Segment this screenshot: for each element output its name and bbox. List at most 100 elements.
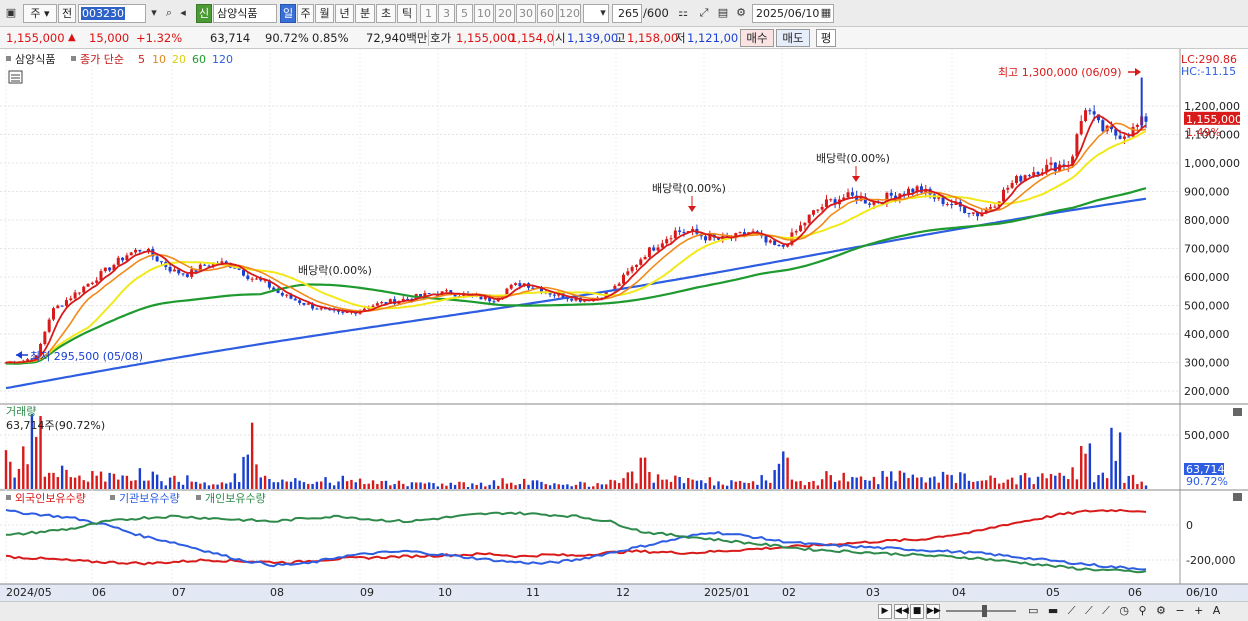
volume-bar: [846, 481, 850, 489]
period-second-button[interactable]: 초: [376, 4, 396, 23]
interval-5-button[interactable]: 5: [456, 4, 473, 23]
zoom-slider[interactable]: [946, 610, 1016, 612]
interval-1-button[interactable]: 1: [420, 4, 437, 23]
interval-20-button[interactable]: 20: [495, 4, 515, 23]
chart-svg[interactable]: 1,200,000 1,100,000 1,000,000 900,000 800,00…: [0, 49, 1248, 601]
draw-tool-icon[interactable]: ⤢: [699, 6, 709, 19]
interval-120-button[interactable]: 120: [558, 4, 581, 23]
volume-bar: [583, 482, 586, 489]
candle-body: [907, 188, 910, 195]
interval-60-button[interactable]: 60: [537, 4, 557, 23]
turnover-value: 0.85%: [312, 31, 349, 45]
sell-order-button[interactable]: 매수: [740, 29, 774, 47]
candle-body: [1036, 172, 1040, 175]
speaker-icon[interactable]: ◂: [180, 6, 186, 19]
volume-bar: [764, 480, 768, 489]
candle-body: [207, 265, 211, 267]
candle-body: [56, 305, 60, 309]
interval-3-button[interactable]: 3: [438, 4, 455, 23]
min-annotation: 최저 295,500 (05/08): [30, 350, 143, 363]
period-tick-button[interactable]: 틱: [397, 4, 417, 23]
volume-bar: [1045, 478, 1048, 489]
period-minute-button[interactable]: 분: [355, 4, 375, 23]
eval-button[interactable]: 평: [816, 29, 836, 47]
period-day-button[interactable]: 일: [280, 4, 296, 23]
volume-bar: [872, 476, 876, 489]
chevron-down-icon[interactable]: ▾: [151, 6, 157, 19]
gear-icon[interactable]: ⚙: [736, 6, 746, 19]
volume-bar: [954, 482, 958, 489]
volume-bar: [419, 482, 422, 489]
close-icon[interactable]: [1233, 493, 1242, 501]
calendar-icon[interactable]: ▦: [820, 6, 832, 19]
candle-body: [885, 192, 889, 204]
candle-body: [505, 288, 509, 296]
volume-bar: [941, 471, 945, 489]
volume-bar: [682, 483, 686, 489]
volume-bar: [207, 485, 211, 489]
candle-body: [919, 186, 923, 193]
candle-body: [833, 199, 837, 205]
forward-icon[interactable]: ▶▶: [926, 604, 941, 619]
volume-bar: [725, 485, 729, 489]
candle-body: [1114, 129, 1118, 136]
high-label: 고: [615, 31, 626, 45]
volume-bar: [617, 483, 621, 489]
play-icon[interactable]: ▶: [878, 604, 892, 619]
prev-button[interactable]: 전: [58, 4, 76, 23]
chevron-down-icon[interactable]: ▾: [600, 6, 606, 19]
candle-body: [850, 192, 854, 196]
candle-body: [989, 207, 993, 209]
calculator-icon[interactable]: [8, 70, 23, 84]
chart-area[interactable]: 1,200,000 1,100,000 1,000,000 900,000 800,00…: [0, 49, 1248, 601]
code-input[interactable]: 003230: [78, 4, 146, 23]
volume-bar: [337, 481, 340, 489]
candle-body: [1023, 175, 1027, 182]
stock-name-field[interactable]: 삼양식품: [213, 4, 277, 23]
interval-custom-input[interactable]: [583, 4, 609, 23]
period-week-button[interactable]: 주: [297, 4, 314, 23]
period-year-button[interactable]: 년: [335, 4, 354, 23]
candle-body: [777, 244, 781, 246]
volume-bar: [600, 484, 604, 489]
volume-bar: [1058, 472, 1061, 489]
candle-body: [315, 308, 319, 310]
candle-body: [483, 296, 487, 300]
candle-body: [665, 239, 669, 244]
volume-bar: [678, 477, 681, 489]
volume-bar: [423, 483, 427, 489]
count-input[interactable]: 265: [612, 4, 642, 23]
candle-body: [134, 249, 138, 253]
panel-marker: [6, 495, 11, 500]
volume-bar: [242, 456, 245, 489]
volume-bar: [773, 470, 776, 489]
save-icon[interactable]: ▤: [717, 6, 729, 19]
volume-bar: [484, 486, 487, 489]
volume-bar: [596, 483, 599, 489]
volume-bar: [138, 468, 142, 489]
stop-icon[interactable]: ■: [910, 604, 924, 619]
volume-bar: [427, 482, 431, 489]
rewind-icon[interactable]: ◀◀: [894, 604, 909, 619]
candle-body: [492, 301, 496, 303]
candle-body: [388, 299, 392, 305]
interval-10-button[interactable]: 10: [474, 4, 494, 23]
window-icon[interactable]: ▣: [5, 6, 17, 19]
buy-order-button[interactable]: 매도: [776, 29, 810, 47]
date-input[interactable]: 2025/06/10: [752, 4, 834, 23]
search-icon[interactable]: ⌕: [165, 6, 173, 19]
scroll-bar[interactable]: ▶ ◀◀ ■ ▶▶ ▭ ▬ ⟋ ⟋ ⟋ ◷ ⚲ ⚙ − + A: [0, 601, 1248, 621]
volume-bar: [700, 480, 703, 489]
candle-body: [945, 204, 949, 206]
candle-body: [548, 292, 552, 295]
drawing-tools[interactable]: ▭ ▬ ⟋ ⟋ ⟋ ◷ ⚲ ⚙ − + A: [1028, 604, 1224, 617]
period-month-button[interactable]: 월: [315, 4, 334, 23]
interval-30-button[interactable]: 30: [516, 4, 536, 23]
market-select[interactable]: 주 ▾: [23, 4, 57, 23]
chart-type-icon[interactable]: ⚏: [678, 6, 688, 19]
close-icon[interactable]: [1233, 408, 1242, 416]
zoom-handle[interactable]: [982, 605, 987, 617]
volume-bar: [99, 471, 103, 489]
candle-body: [686, 231, 690, 233]
